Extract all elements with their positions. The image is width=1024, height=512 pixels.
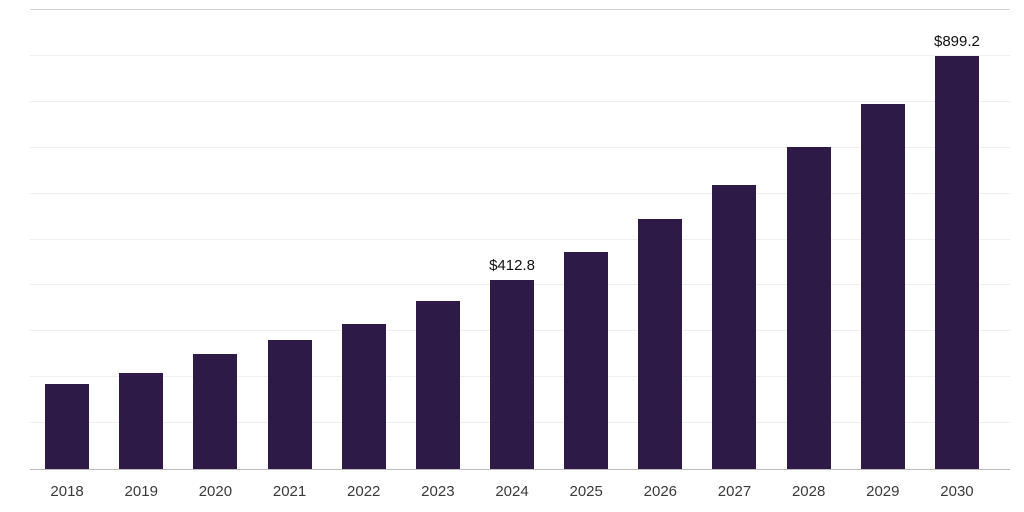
bar-value-label: $412.8 <box>489 256 535 274</box>
gridline <box>30 100 1010 102</box>
bars-row: $412.8 $899.2 <box>30 10 994 469</box>
x-axis-label: 2019 <box>124 482 158 500</box>
bar <box>415 301 460 469</box>
bar-column <box>252 10 326 469</box>
x-axis-label: 2030 <box>940 482 974 500</box>
x-axis-label: 2022 <box>347 482 381 500</box>
x-axis-label: 2027 <box>717 482 752 500</box>
bar-column: $899.2 <box>920 10 994 469</box>
bar-column <box>772 10 846 469</box>
bar <box>45 383 90 469</box>
bar-column <box>30 10 104 469</box>
bar <box>934 56 979 469</box>
bar <box>786 147 831 469</box>
gridline <box>30 9 1010 10</box>
x-axis-label: 2029 <box>866 482 900 500</box>
gridline <box>30 146 1010 148</box>
bar-column <box>104 10 178 469</box>
x-axis-label: 2028 <box>791 482 826 500</box>
gridline <box>30 238 1010 240</box>
bar <box>119 372 164 469</box>
x-axis-label: 2021 <box>272 482 307 500</box>
bar-column <box>846 10 920 469</box>
bar-column <box>401 10 475 469</box>
bar <box>712 184 757 469</box>
x-axis-label: 2018 <box>50 482 84 500</box>
bar-column <box>549 10 623 469</box>
bar-column <box>327 10 401 469</box>
x-axis-label: 2025 <box>569 482 603 500</box>
x-axis-label: 2024 <box>495 482 529 500</box>
x-axis-label: 2026 <box>643 482 678 500</box>
x-axis-label: 2023 <box>421 482 455 500</box>
bar <box>267 340 312 469</box>
bar <box>490 279 535 469</box>
bar <box>193 354 238 469</box>
bar-column <box>623 10 697 469</box>
bar-column <box>178 10 252 469</box>
x-axis-label: 2020 <box>198 482 233 500</box>
plot-area: $412.8 $899.2 <box>30 9 1010 470</box>
bar <box>564 252 609 469</box>
bar-value-label: $899.2 <box>934 33 980 51</box>
gridline <box>30 54 1010 56</box>
gridline <box>30 192 1010 194</box>
bar <box>860 103 905 469</box>
bar <box>341 323 386 469</box>
bar-column: $412.8 <box>475 10 549 469</box>
x-axis: 2018 2019 2020 2021 2022 2023 2024 2025 2026 2027… <box>30 470 994 512</box>
bar <box>638 218 683 469</box>
bar-column <box>697 10 771 469</box>
